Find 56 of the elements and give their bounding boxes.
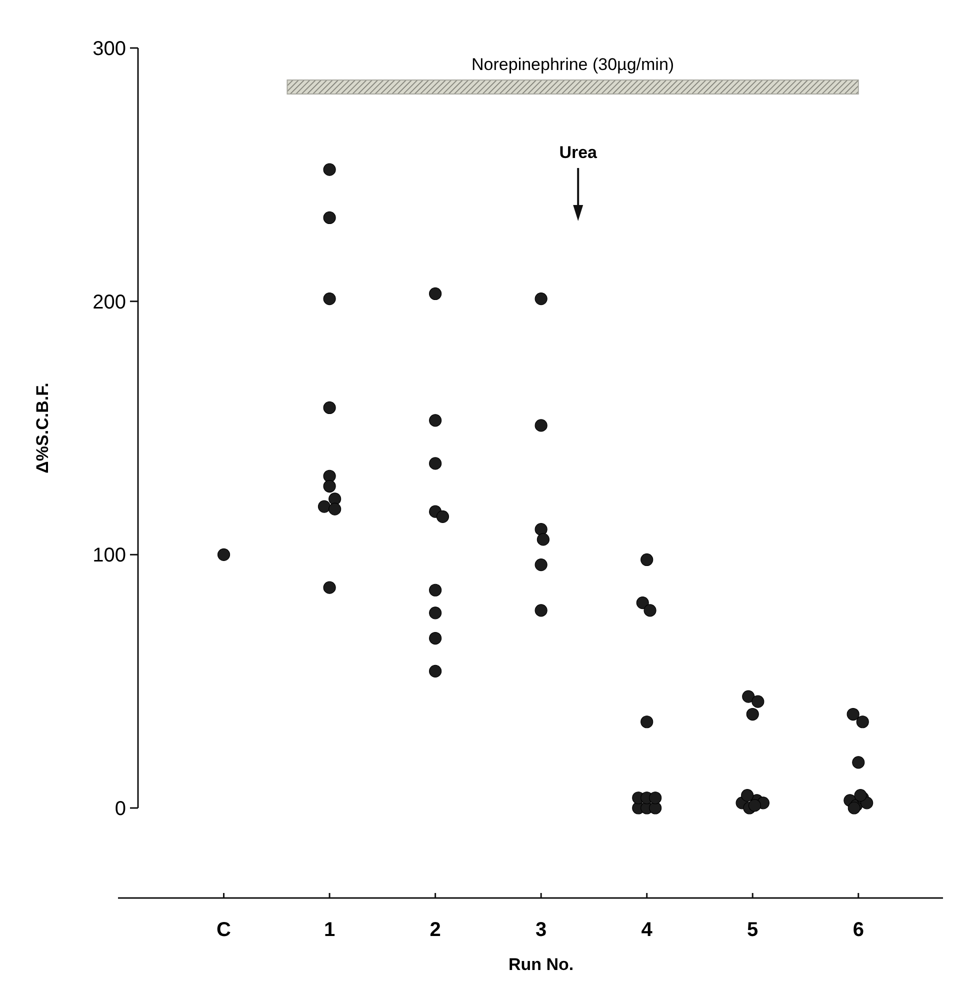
point — [846, 708, 860, 721]
point — [636, 596, 649, 610]
point — [328, 502, 342, 516]
point — [752, 695, 764, 708]
point — [534, 523, 548, 536]
point — [644, 604, 656, 617]
point — [649, 792, 662, 804]
point — [323, 163, 336, 176]
point — [534, 558, 548, 572]
point — [429, 457, 442, 470]
point — [323, 292, 336, 306]
point — [856, 716, 869, 728]
annotation: Norepinephrine (30µg/min) — [472, 55, 674, 74]
point — [429, 606, 442, 620]
x-tick-label: 1 — [324, 919, 336, 941]
point — [536, 533, 550, 546]
point — [742, 690, 755, 703]
point — [328, 492, 342, 506]
point — [741, 789, 754, 802]
x-tick-label: 3 — [536, 919, 547, 941]
point — [649, 802, 662, 814]
x-tick-label: 5 — [747, 919, 758, 941]
point — [746, 708, 759, 721]
point — [429, 632, 442, 645]
x-tick-label: 2 — [430, 919, 441, 941]
annotation: Urea — [559, 143, 598, 162]
point — [429, 584, 442, 596]
point — [323, 480, 336, 493]
point — [534, 604, 548, 617]
point — [323, 211, 336, 224]
x-tick-label: C — [216, 919, 231, 941]
point — [640, 553, 654, 566]
point — [429, 664, 442, 678]
y-axis-title: Δ%S.C.B.F. — [33, 382, 52, 474]
point — [534, 419, 548, 432]
point — [748, 799, 762, 812]
point — [534, 292, 548, 306]
point — [217, 548, 230, 561]
x-tick-label: 6 — [852, 919, 864, 941]
point — [318, 500, 331, 513]
y-tick-label: 100 — [92, 544, 126, 567]
x-tick-label: 4 — [641, 919, 654, 941]
y-tick-label: 300 — [92, 38, 126, 60]
point — [854, 789, 867, 802]
point — [640, 716, 654, 728]
point — [848, 802, 860, 814]
point — [429, 287, 442, 300]
point — [323, 581, 336, 594]
point — [852, 756, 865, 769]
point — [323, 401, 336, 414]
y-tick-label: 200 — [92, 291, 126, 314]
point — [429, 414, 442, 427]
y-tick-label: 0 — [114, 798, 126, 820]
x-axis-title: Run No. — [508, 955, 574, 974]
point — [323, 470, 336, 482]
point — [436, 510, 450, 523]
